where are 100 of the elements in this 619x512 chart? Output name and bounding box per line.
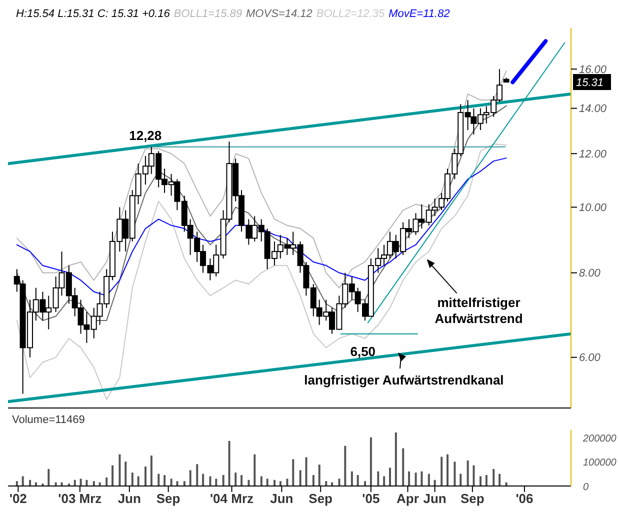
bar <box>240 475 243 486</box>
bar <box>215 478 218 486</box>
bar <box>74 480 76 486</box>
bar <box>29 480 32 486</box>
bar <box>472 465 475 486</box>
bar <box>124 462 127 486</box>
bar <box>305 457 308 486</box>
bar <box>164 475 166 486</box>
chart-title: Volume=11469 <box>11 414 86 426</box>
bar <box>170 478 172 486</box>
y-tick-label: 200000 <box>582 433 617 444</box>
x-tick-label: Sep <box>156 491 180 506</box>
line-series <box>16 158 507 296</box>
bar <box>394 432 397 486</box>
y-tick-label: 6.00 <box>579 352 602 364</box>
bar <box>260 476 262 486</box>
annotation: 6,50 <box>350 344 376 359</box>
x-tick-label: Jun <box>270 491 294 506</box>
annotation: 12,28 <box>129 128 162 143</box>
bar <box>356 475 359 486</box>
x-tick-label: '05 <box>362 491 380 506</box>
bar <box>492 468 495 486</box>
bar <box>48 468 50 486</box>
bar <box>485 475 488 486</box>
bar <box>80 478 82 486</box>
x-tick-label: Apr <box>396 491 419 506</box>
bar <box>118 454 121 486</box>
bar <box>266 478 268 486</box>
bar <box>22 476 24 486</box>
bar <box>86 480 88 486</box>
bar <box>137 476 140 486</box>
x-tick-label: Sep <box>460 491 484 506</box>
bar <box>434 480 436 486</box>
bar <box>325 481 328 486</box>
bar <box>370 437 372 486</box>
bar <box>454 462 456 486</box>
x-tick-label: Jun <box>118 491 142 506</box>
x-tick-label: '04 Mrz <box>210 491 254 506</box>
bar <box>92 481 95 486</box>
bar <box>248 480 250 486</box>
bar <box>440 456 443 486</box>
bar <box>364 481 366 486</box>
bar <box>446 454 449 486</box>
x-tick-label: Sep <box>308 491 333 506</box>
bar <box>202 474 204 486</box>
x-tick-label: '06 <box>516 491 534 506</box>
y-tick-label: 100000 <box>583 458 617 469</box>
x-tick-label: '02 <box>9 491 27 506</box>
text: MOVS=14.12 <box>246 8 312 22</box>
y-tick-label: 12.00 <box>579 148 608 161</box>
bar <box>408 471 410 486</box>
bar <box>112 465 114 486</box>
bar <box>318 464 320 486</box>
bar <box>498 474 501 486</box>
annotation: langfristiger Aufwärtstrendkanal <box>304 372 504 388</box>
x-tick-label: Jun <box>423 491 446 506</box>
y-tick-label: 8.00 <box>579 268 602 280</box>
bar <box>131 472 134 486</box>
bar <box>183 481 186 486</box>
bar <box>383 476 386 486</box>
bar <box>299 470 302 486</box>
chart-title: H:15.54 L:15.31 C: 15.31 +0.16 <box>16 8 170 22</box>
bar <box>144 466 147 486</box>
bar <box>460 474 462 486</box>
bar <box>344 446 346 486</box>
bar <box>254 454 256 486</box>
bar <box>150 456 152 486</box>
bar <box>228 440 230 486</box>
bar <box>279 481 282 486</box>
bar <box>466 460 469 486</box>
text: MovE=11.82 <box>388 8 450 22</box>
x-tick-label: '03 Mrz <box>58 491 102 506</box>
y-tick-label: 16.00 <box>579 64 608 76</box>
bar <box>222 475 224 486</box>
y-tick-label: 0 <box>583 482 589 493</box>
bar <box>196 464 198 486</box>
bar <box>420 471 423 486</box>
bar <box>428 474 430 486</box>
bar <box>16 481 18 486</box>
bar <box>350 471 353 486</box>
bar <box>189 470 192 486</box>
bar <box>158 474 160 486</box>
bar <box>292 459 294 486</box>
y-tick-label: 14.00 <box>579 103 608 116</box>
bar <box>274 480 276 486</box>
bar <box>312 475 314 486</box>
line-series <box>16 70 507 288</box>
bar <box>338 478 340 486</box>
annotation: mittelfristiger Aufwärtstrend <box>434 295 523 326</box>
bar <box>414 472 417 486</box>
bar <box>286 478 288 486</box>
bar <box>480 476 482 486</box>
text: 15.31 <box>576 77 604 90</box>
bar <box>209 476 212 486</box>
bar <box>106 477 108 486</box>
bar <box>377 471 380 486</box>
bar <box>176 481 178 486</box>
bar <box>402 448 404 486</box>
bar <box>389 468 391 486</box>
y-tick-label: 10.00 <box>579 202 608 214</box>
